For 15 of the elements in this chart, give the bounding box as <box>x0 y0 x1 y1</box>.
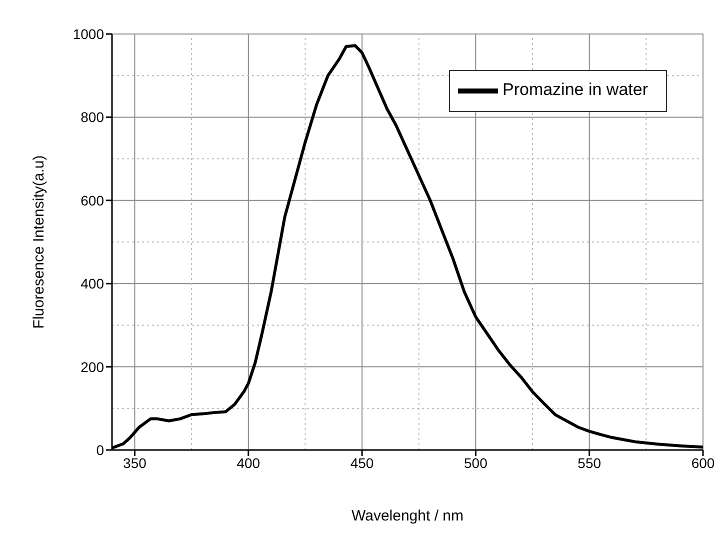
x-tick-label: 500 <box>464 454 488 471</box>
y-tick-label: 1000 <box>72 26 104 42</box>
x-tick-label: 350 <box>123 454 147 471</box>
x-axis-title: Wavelenght / nm <box>352 508 464 525</box>
x-tick-label: 550 <box>578 454 602 471</box>
legend-label: Promazine in water <box>502 80 648 100</box>
x-tick-label: 450 <box>350 454 374 471</box>
x-tick-label: 400 <box>236 454 260 471</box>
y-axis-title: Fluoresence Intensity(a.u) <box>30 155 48 329</box>
y-tick-label: 200 <box>80 358 104 375</box>
y-tick-label: 800 <box>80 109 104 126</box>
y-tick-label: 400 <box>80 276 104 292</box>
x-tick-label: 600 <box>691 454 715 471</box>
y-tick-label: 0 <box>96 442 104 458</box>
y-tick-label: 600 <box>80 192 104 208</box>
